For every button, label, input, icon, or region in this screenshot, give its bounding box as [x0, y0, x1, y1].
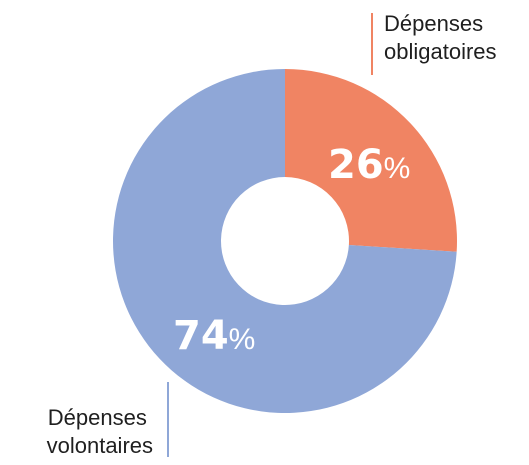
value-obligatoires-number: 26	[328, 142, 384, 188]
label-volontaires-line2: volontaires	[47, 433, 153, 458]
label-obligatoires: Dépenses obligatoires	[384, 11, 497, 64]
label-volontaires: Dépenses volontaires	[47, 405, 153, 458]
donut-slices	[113, 69, 457, 413]
slice-obligatoires	[285, 69, 457, 252]
slice-volontaires	[113, 69, 457, 413]
label-volontaires-line1: Dépenses	[48, 405, 147, 430]
value-obligatoires-percent: %	[384, 152, 411, 185]
label-obligatoires-line1: Dépenses	[384, 11, 483, 36]
label-obligatoires-line2: obligatoires	[384, 39, 497, 64]
value-volontaires-number: 74	[173, 313, 229, 359]
value-label-obligatoires: 26%	[328, 142, 410, 188]
value-volontaires-percent: %	[229, 323, 256, 356]
value-label-volontaires: 74%	[173, 313, 255, 359]
